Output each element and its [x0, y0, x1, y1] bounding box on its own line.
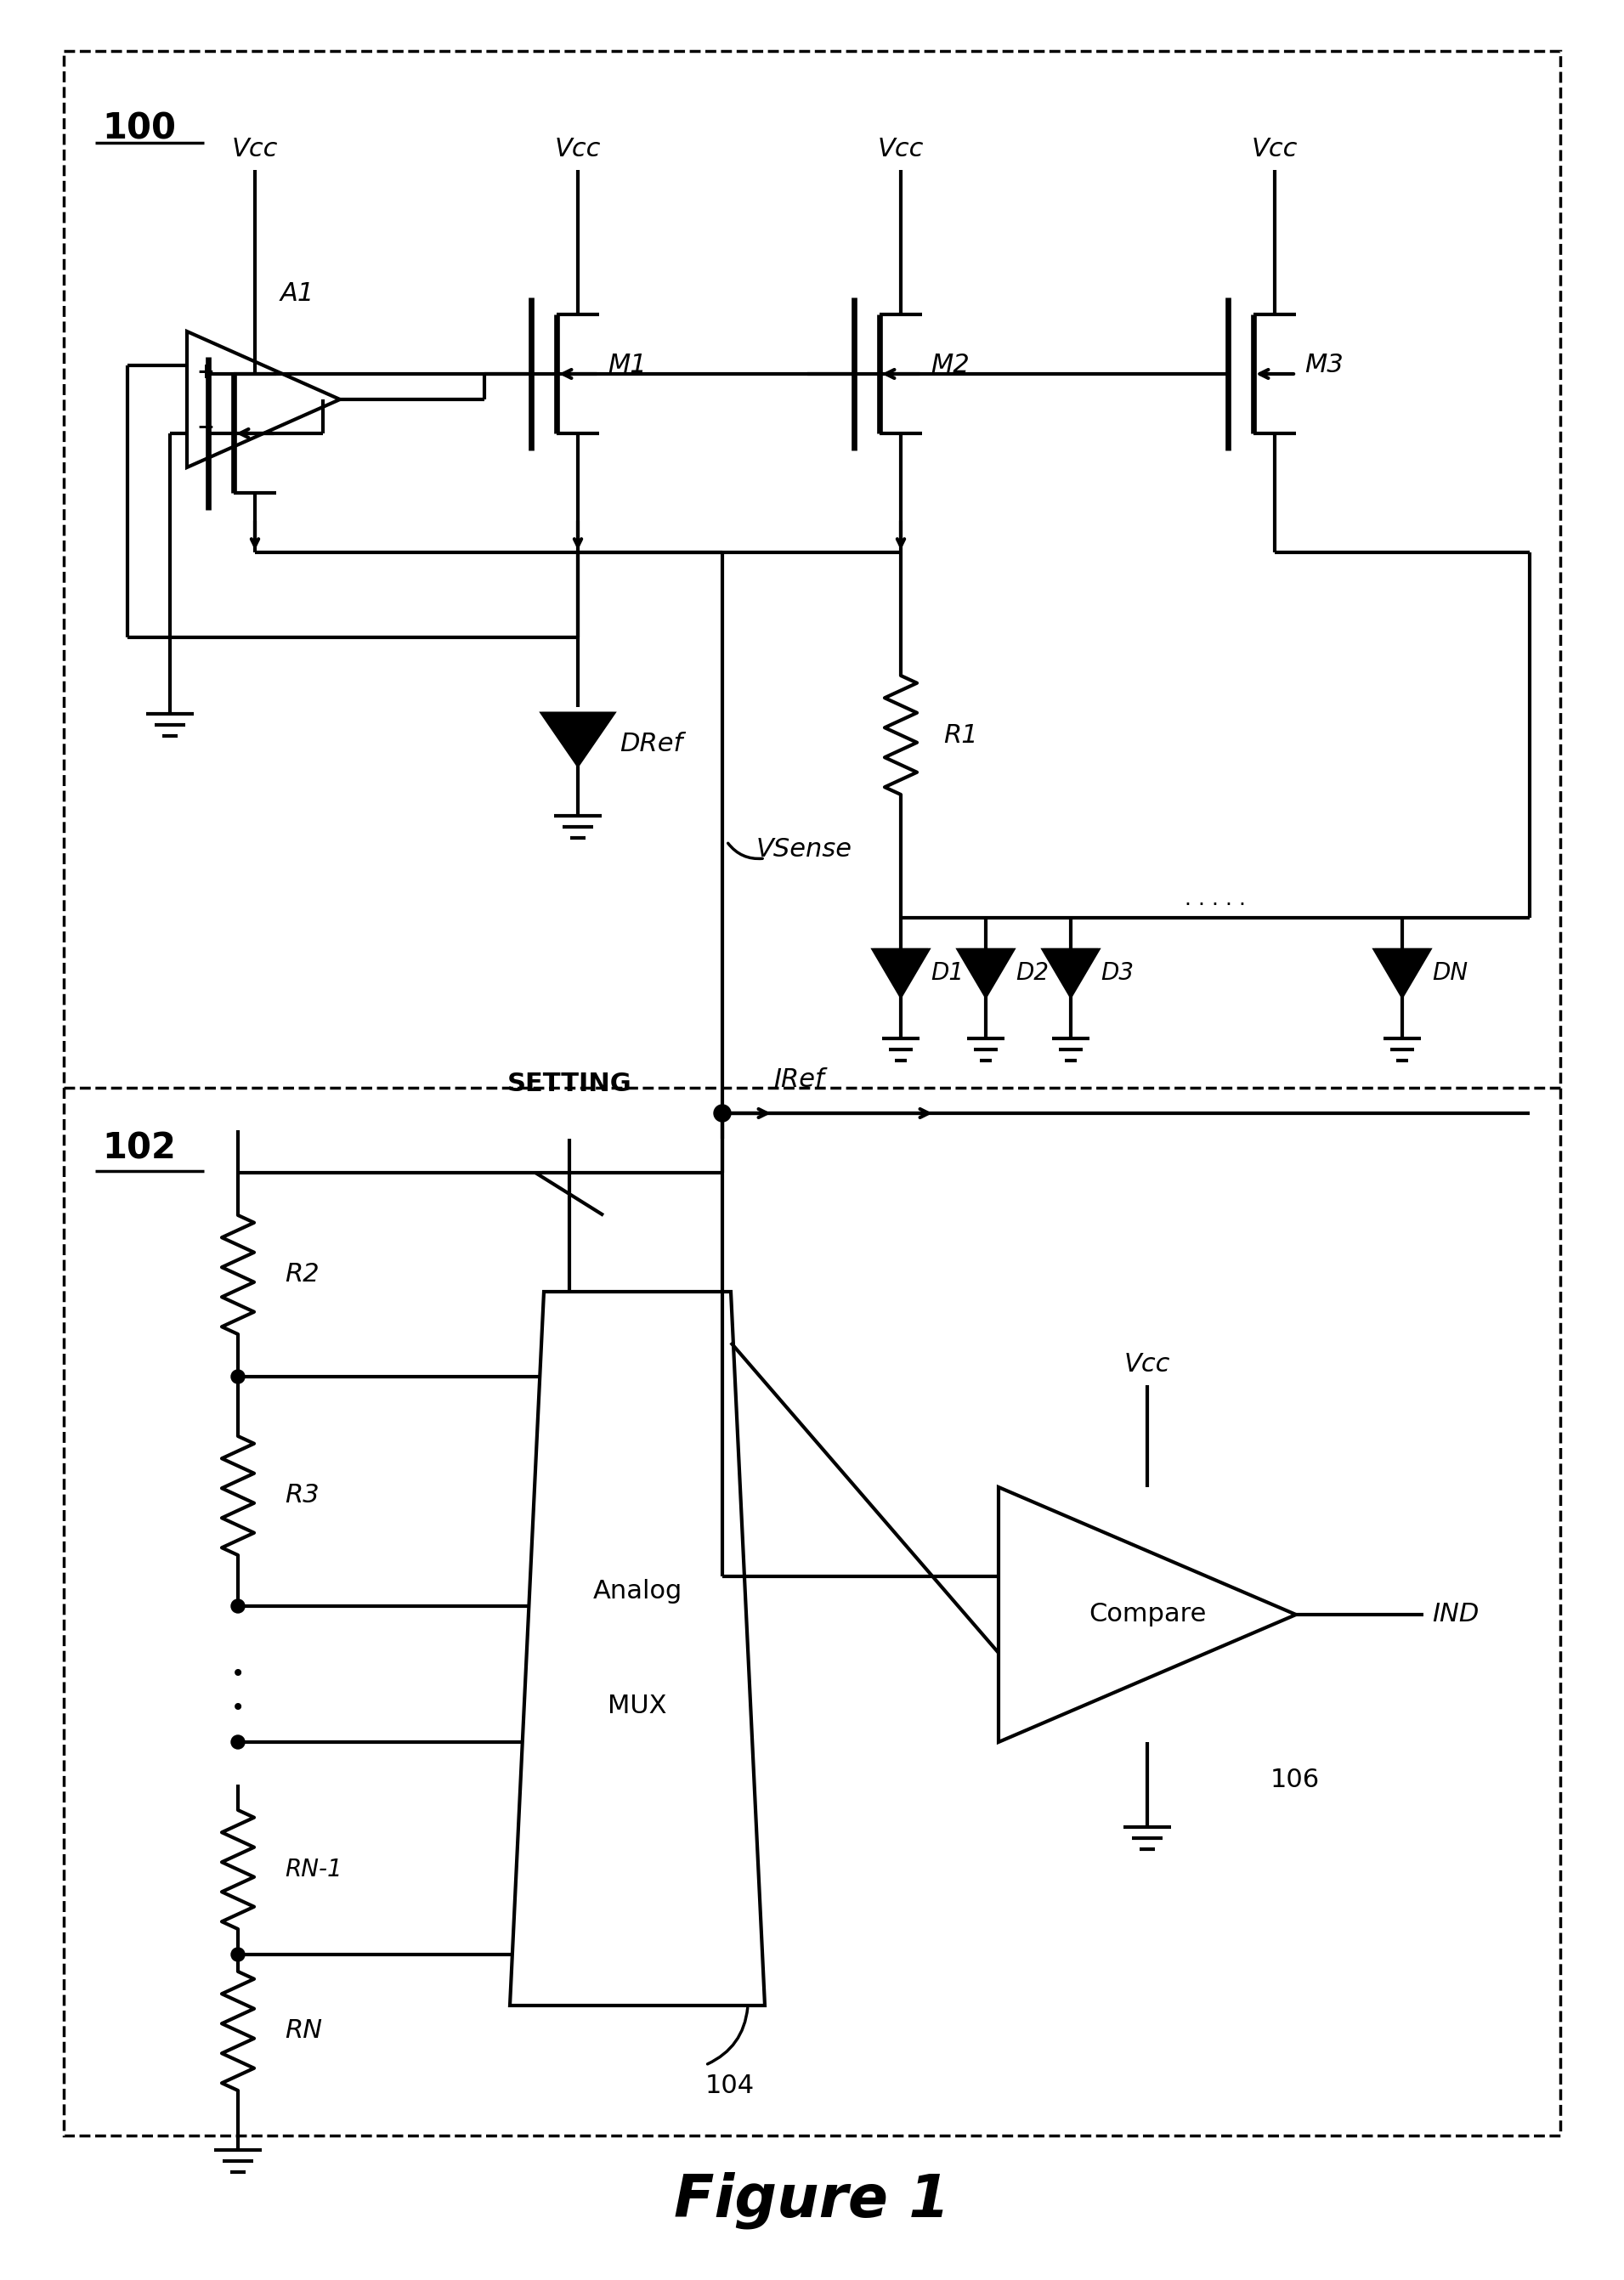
Circle shape: [231, 1735, 245, 1749]
Circle shape: [231, 1947, 245, 1961]
Text: M1: M1: [607, 353, 646, 378]
Text: MUX: MUX: [607, 1694, 667, 1719]
Text: DN: DN: [1432, 962, 1468, 985]
Text: VSense: VSense: [757, 837, 853, 862]
Text: Vcc: Vcc: [877, 137, 924, 162]
Polygon shape: [542, 714, 614, 766]
Text: IRef: IRef: [773, 1067, 823, 1092]
Text: R3: R3: [284, 1484, 320, 1507]
Text: Vcc: Vcc: [1252, 137, 1298, 162]
Text: D3: D3: [1101, 962, 1134, 985]
Text: . . . . .: . . . . .: [1184, 889, 1246, 910]
Text: D1: D1: [931, 962, 965, 985]
Text: IND: IND: [1432, 1603, 1479, 1628]
Text: M3: M3: [1304, 353, 1343, 378]
Text: 106: 106: [1270, 1767, 1320, 1792]
Text: 104: 104: [705, 2073, 755, 2098]
Text: Compare: Compare: [1088, 1603, 1207, 1628]
Text: Figure 1: Figure 1: [674, 2171, 950, 2230]
Text: D2: D2: [1015, 962, 1049, 985]
Text: R2: R2: [284, 1263, 320, 1286]
Text: SETTING: SETTING: [507, 1072, 632, 1097]
Text: R1: R1: [944, 723, 978, 748]
Text: M2: M2: [931, 353, 970, 378]
Text: A1: A1: [281, 280, 315, 306]
Text: +: +: [197, 363, 214, 383]
Polygon shape: [187, 331, 339, 467]
Circle shape: [231, 1598, 245, 1612]
Text: Analog: Analog: [593, 1580, 682, 1603]
Polygon shape: [958, 951, 1013, 996]
Circle shape: [715, 1106, 731, 1122]
Text: Vcc: Vcc: [1124, 1352, 1171, 1377]
Text: Vcc: Vcc: [232, 137, 278, 162]
Polygon shape: [999, 1487, 1296, 1742]
Polygon shape: [874, 951, 927, 996]
Polygon shape: [510, 1293, 765, 2006]
Text: •: •: [231, 1731, 245, 1753]
Text: −: −: [197, 417, 214, 438]
Polygon shape: [1044, 951, 1098, 996]
Text: Vcc: Vcc: [555, 137, 601, 162]
Text: 100: 100: [102, 109, 175, 146]
Text: RN-1: RN-1: [284, 1858, 343, 1881]
Polygon shape: [1376, 951, 1429, 996]
Text: •: •: [231, 1662, 245, 1685]
Text: DRef: DRef: [620, 732, 684, 757]
Text: •: •: [231, 1696, 245, 1719]
Text: 102: 102: [102, 1131, 175, 1165]
Circle shape: [231, 1370, 245, 1384]
Text: RN: RN: [284, 2018, 322, 2043]
